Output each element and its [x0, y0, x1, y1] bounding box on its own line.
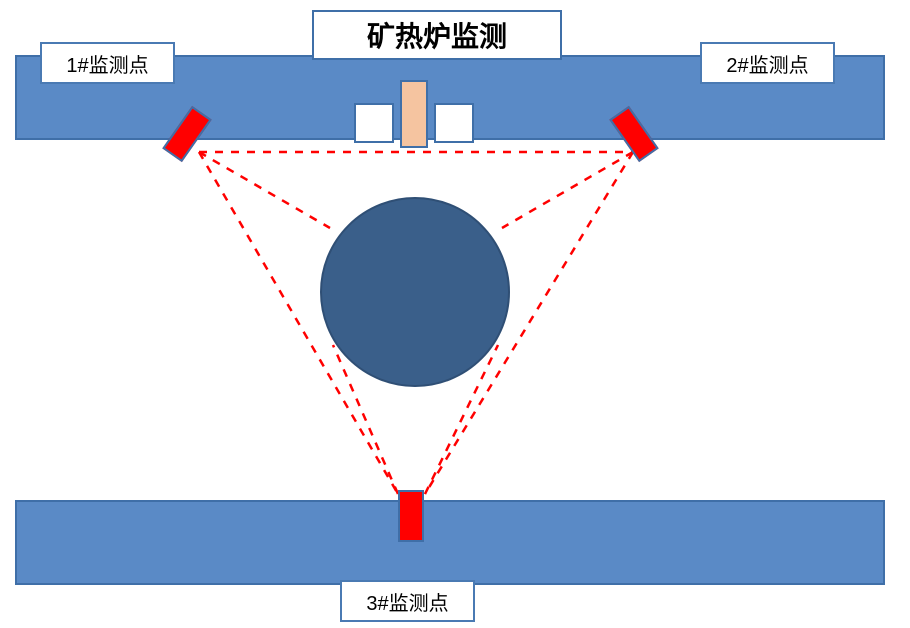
- sensor-3: [398, 490, 424, 542]
- label-point-3: 3#监测点: [340, 580, 475, 622]
- bottom-bar: [15, 500, 885, 585]
- dash-line-0: [199, 152, 330, 228]
- diagram-title: 矿热炉监测: [312, 10, 562, 60]
- dash-line-2: [502, 152, 633, 228]
- furnace-circle: [320, 197, 510, 387]
- top-small-box-right: [434, 103, 474, 143]
- top-center-box: [400, 80, 428, 148]
- top-small-box-left: [354, 103, 394, 143]
- label-point-1: 1#监测点: [40, 42, 175, 84]
- label-point-2: 2#监测点: [700, 42, 835, 84]
- diagram-canvas: 矿热炉监测 1#监测点 2#监测点 3#监测点: [0, 0, 910, 628]
